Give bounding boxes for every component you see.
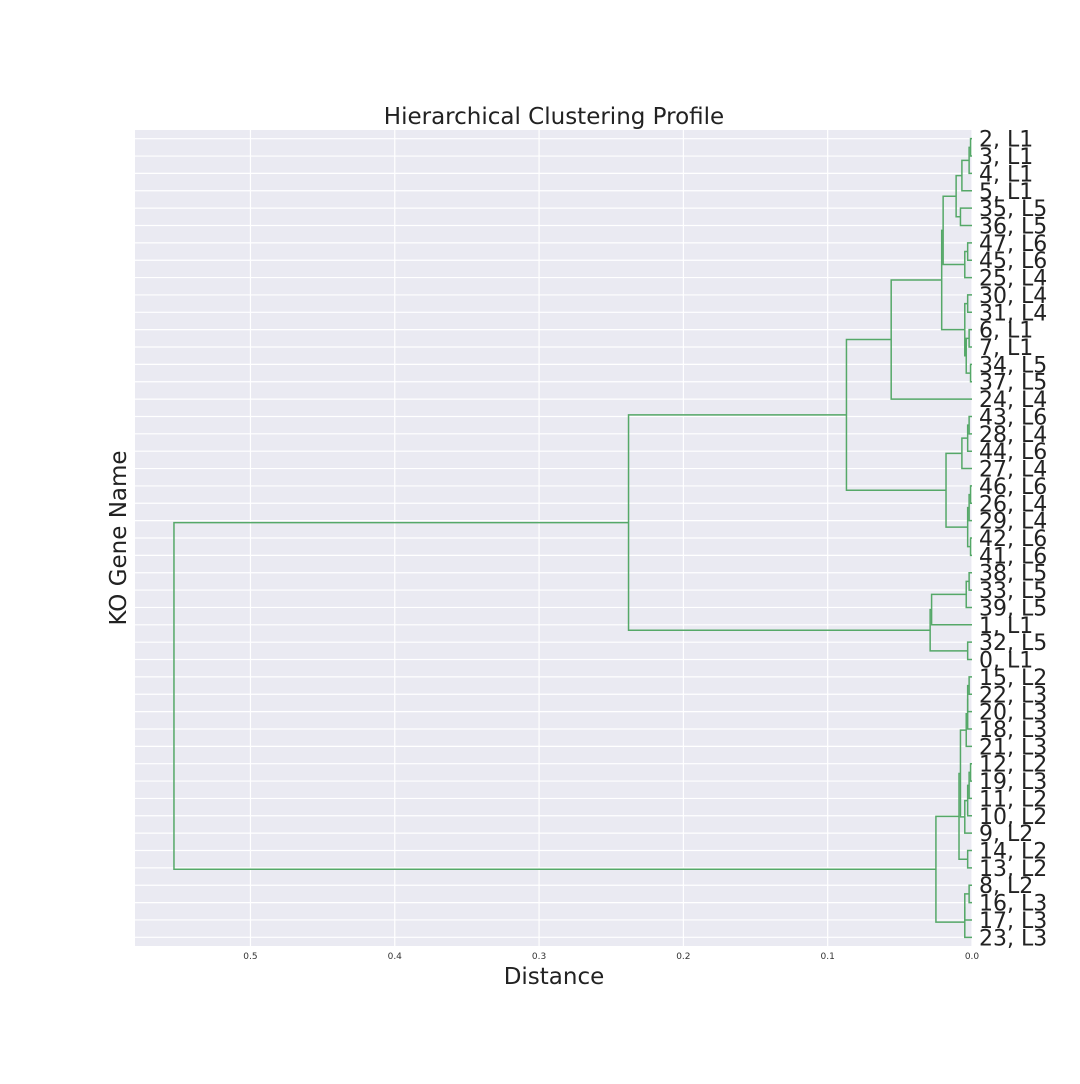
dendrogram-link (969, 363, 972, 383)
y-axis-label: KO Gene Name (106, 450, 132, 625)
leaf-label: 39, L5 (979, 596, 1047, 621)
leaf-label: 1, L1 (979, 614, 1033, 639)
dendrogram-link (966, 698, 972, 730)
leaf-label: 34, L5 (979, 353, 1047, 378)
dendrogram-links (173, 137, 972, 939)
leaf-label: 45, L6 (979, 249, 1047, 274)
leaf-label: 44, L6 (979, 440, 1047, 465)
leaf-label: 11, L2 (979, 787, 1047, 812)
leaf-label: 37, L5 (979, 371, 1047, 396)
leaf-label: 3, L1 (979, 145, 1033, 170)
leaf-label: 28, L4 (979, 423, 1047, 448)
dendrogram-link (173, 521, 936, 870)
x-tick-label: 0.4 (388, 952, 403, 962)
dendrogram-link (966, 684, 972, 713)
dendrogram-link (966, 424, 972, 452)
leaf-label: 16, L3 (979, 892, 1047, 917)
x-tick-label: 0.0 (965, 952, 980, 962)
dendrogram-link (955, 174, 962, 218)
leaf-label: 30, L4 (979, 284, 1047, 309)
leaf-label: 32, L5 (979, 631, 1047, 656)
leaf-label: 17, L3 (979, 909, 1047, 934)
leaf-label: 38, L5 (979, 562, 1047, 587)
leaf-label: 29, L4 (979, 510, 1047, 535)
dendrogram-link (966, 641, 972, 661)
x-axis-label: Distance (504, 964, 605, 990)
dendrogram-link (966, 784, 972, 817)
leaf-label: 42, L6 (979, 527, 1047, 552)
chart-title: Hierarchical Clustering Profile (384, 104, 724, 130)
dendrogram-link (966, 294, 972, 314)
x-tick-label: 0.3 (532, 952, 546, 962)
leaf-label: 20, L3 (979, 701, 1047, 726)
dendrogram-link (964, 893, 972, 921)
grid-lines (135, 130, 973, 946)
leaf-label: 2, L1 (979, 128, 1033, 153)
leaf-label: 47, L6 (979, 232, 1047, 257)
leaf-label: 18, L3 (979, 718, 1047, 743)
leaf-label: 9, L2 (979, 822, 1033, 847)
leaf-label: 8, L2 (979, 874, 1033, 899)
leaf-label: 22, L3 (979, 683, 1047, 708)
leaf-label: 19, L3 (979, 770, 1047, 795)
leaf-label: 0, L1 (979, 649, 1033, 674)
leaf-label: 23, L3 (979, 926, 1047, 951)
dendrogram-link (965, 580, 972, 609)
leaf-label: 27, L4 (979, 458, 1047, 483)
dendrogram-link (969, 537, 972, 557)
dendrogram-link (965, 337, 971, 374)
leaf-label: 36, L5 (979, 214, 1047, 239)
leaf-label: 14, L2 (979, 840, 1047, 865)
leaf-label: 12, L2 (979, 753, 1047, 778)
dendrogram-link (966, 506, 971, 548)
leaf-label: 46, L6 (979, 475, 1047, 500)
leaf-label: 31, L4 (979, 301, 1047, 326)
leaf-label: 21, L3 (979, 735, 1047, 760)
dendrogram-link (940, 229, 965, 331)
leaf-label: 43, L6 (979, 405, 1047, 430)
leaf-label: 25, L4 (979, 267, 1047, 292)
dendrogram-link (968, 571, 972, 591)
x-tick-label: 0.2 (676, 952, 690, 962)
leaf-label: 41, L6 (979, 544, 1047, 569)
dendrogram-link (969, 137, 972, 157)
dendrogram-link (968, 328, 972, 348)
leaf-label: 6, L1 (979, 319, 1033, 344)
leaf-label: 7, L1 (979, 336, 1033, 361)
leaf-label: 15, L2 (979, 666, 1047, 691)
dendrogram-link (968, 676, 972, 696)
leaf-label: 24, L4 (979, 388, 1047, 413)
dendrogram-link (964, 906, 972, 939)
dendrogram-link (968, 415, 972, 435)
dendrogram-link (969, 762, 972, 782)
dendrogram-link (969, 485, 972, 505)
dendrogram-link (942, 195, 965, 266)
dendrogram-link (968, 146, 972, 175)
dendrogram-link (968, 884, 972, 904)
x-tick-label: 0.5 (243, 952, 257, 962)
dendrogram-link (966, 849, 972, 869)
x-tick-label: 0.1 (821, 952, 835, 962)
leaf-label: 33, L5 (979, 579, 1047, 604)
dendrogram-link (965, 713, 972, 748)
leaf-label: 10, L2 (979, 805, 1047, 830)
leaf-label: 26, L4 (979, 492, 1047, 517)
leaf-label: 5, L1 (979, 180, 1033, 205)
dendrogram-link (966, 242, 972, 261)
leaf-label: 35, L5 (979, 197, 1047, 222)
leaf-label: 13, L2 (979, 857, 1047, 882)
x-axis-ticks: 0.5 0.4 0.3 0.2 0.1 0.0 (243, 952, 979, 962)
dendrogram-link (968, 493, 972, 522)
dendrogram-link (968, 771, 972, 800)
leaf-label: 4, L1 (979, 162, 1033, 187)
